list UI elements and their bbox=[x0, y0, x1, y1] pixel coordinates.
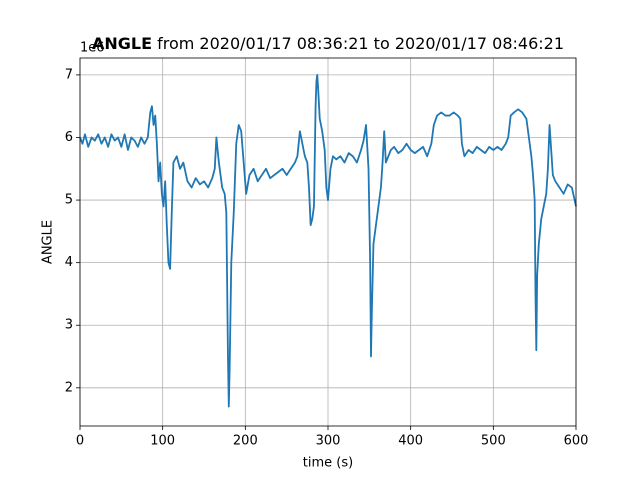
y-tick-label: 5 bbox=[65, 193, 73, 208]
y-axis-label: ANGLE bbox=[41, 220, 56, 264]
x-tick-label: 0 bbox=[76, 434, 84, 449]
x-tick-label: 100 bbox=[150, 434, 175, 449]
data-line bbox=[79, 74, 577, 408]
title-rest: from 2020/01/17 08:36:21 to 2020/01/17 0… bbox=[157, 34, 564, 53]
y-tick-label: 3 bbox=[65, 318, 73, 333]
x-tick-label: 200 bbox=[233, 434, 258, 449]
x-axis-label: time (s) bbox=[303, 456, 353, 471]
x-tick-label: 500 bbox=[481, 434, 506, 449]
y-tick-label: 6 bbox=[65, 130, 73, 145]
y-tick-label: 4 bbox=[65, 255, 73, 270]
title-bold: ANGLE bbox=[92, 34, 152, 53]
x-tick-label: 400 bbox=[398, 434, 423, 449]
offset-label: 1e6 bbox=[80, 41, 105, 56]
chart-title: ANGLE from 2020/01/17 08:36:21 to 2020/0… bbox=[92, 34, 564, 53]
x-tick-label: 600 bbox=[564, 434, 589, 449]
y-tick-label: 7 bbox=[65, 67, 73, 82]
y-tick-label: 2 bbox=[65, 380, 73, 395]
x-tick-label: 300 bbox=[316, 434, 341, 449]
